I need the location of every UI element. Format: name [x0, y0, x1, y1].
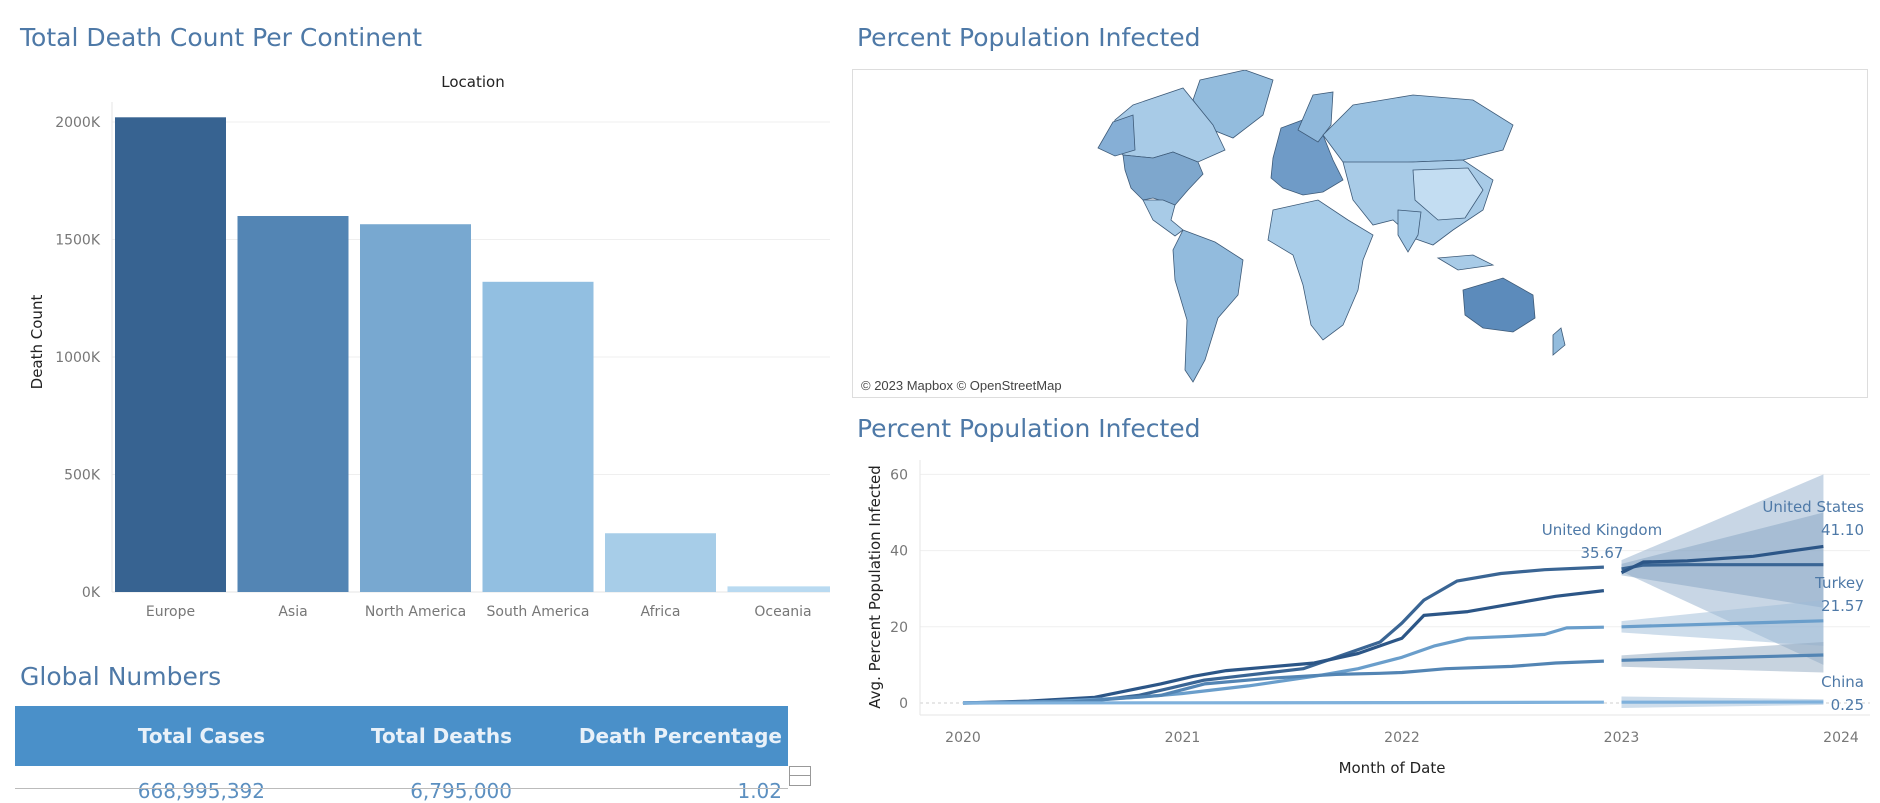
line-chart-title: Percent Population Infected	[857, 414, 1201, 443]
bar-x-tick: Oceania	[754, 604, 811, 620]
bar-europe[interactable]	[115, 117, 226, 592]
line-x-axis-label: Month of Date	[1339, 759, 1446, 777]
bar-x-tick: Africa	[641, 604, 681, 620]
bar-x-tick: South America	[487, 604, 590, 620]
value-death-percentage: 1.02	[737, 779, 782, 803]
bar-north-america[interactable]	[360, 224, 471, 592]
map-russia	[1323, 95, 1513, 165]
line-y-axis-label: Avg. Percent Population Infected	[866, 465, 884, 708]
line-china[interactable]	[963, 702, 1604, 703]
infection-line-chart[interactable]: 0 20 40 60 2020 2021 2022 2023 2024 Month of Date…	[860, 460, 1880, 800]
label-china-name: China	[1821, 673, 1864, 691]
label-us-value: 41.10	[1821, 521, 1864, 539]
map-south-america	[1173, 230, 1243, 382]
header-total-deaths[interactable]: Total Deaths	[371, 724, 512, 748]
line-united-states[interactable]	[963, 591, 1604, 703]
line-x-tick: 2022	[1384, 730, 1420, 746]
label-china-value: 0.25	[1831, 696, 1864, 714]
world-map[interactable]: © 2023 Mapbox © OpenStreetMap	[852, 69, 1868, 398]
bar-y-tick: 1000K	[55, 350, 101, 366]
line-x-tick: 2020	[945, 730, 981, 746]
line-y-tick: 0	[899, 696, 908, 712]
line-y-tick: 40	[890, 544, 908, 560]
value-total-cases: 668,995,392	[138, 779, 265, 803]
bar-y-tick: 500K	[64, 468, 101, 484]
bar-x-tick: North America	[365, 604, 466, 620]
line-x-tick: 2023	[1604, 730, 1640, 746]
bar-x-tick: Asia	[278, 604, 307, 620]
bar-y-tick: 1500K	[55, 233, 101, 249]
header-total-cases[interactable]: Total Cases	[138, 724, 265, 748]
map-new-zealand	[1553, 328, 1565, 355]
map-alaska	[1098, 115, 1135, 156]
bar-asia[interactable]	[238, 216, 349, 592]
bar-x-tick: Europe	[146, 604, 195, 620]
label-uk-name: United Kingdom	[1542, 521, 1662, 539]
map-australia	[1463, 278, 1535, 332]
deaths-chart-title: Total Death Count Per Continent	[20, 23, 422, 52]
map-indonesia	[1438, 255, 1493, 270]
map-mexico	[1143, 200, 1183, 236]
map-india	[1398, 210, 1421, 252]
bar-y-tick: 0K	[82, 585, 101, 601]
label-uk-value: 35.67	[1581, 544, 1624, 562]
label-turkey-name: Turkey	[1814, 574, 1864, 592]
value-total-deaths: 6,795,000	[410, 779, 512, 803]
map-usa	[1123, 152, 1203, 205]
world-map-shapes	[853, 70, 1867, 397]
line-x-tick: 2021	[1165, 730, 1201, 746]
label-us-name: United States	[1762, 498, 1864, 516]
label-turkey-value: 21.57	[1821, 597, 1864, 615]
table-header-row: Total Cases Total Deaths Death Percentag…	[15, 706, 788, 766]
bar-y-axis-label: Death Count	[28, 295, 46, 390]
bar-south-america[interactable]	[483, 282, 594, 592]
global-numbers-table: Total Cases Total Deaths Death Percentag…	[15, 706, 788, 801]
line-x-tick: 2024	[1823, 730, 1859, 746]
map-title: Percent Population Infected	[857, 23, 1201, 52]
bar-oceania[interactable]	[728, 586, 831, 592]
map-africa	[1268, 200, 1373, 340]
line-y-tick: 20	[890, 620, 908, 636]
bar-africa[interactable]	[605, 533, 716, 592]
header-death-percentage[interactable]: Death Percentage	[579, 724, 782, 748]
map-attribution[interactable]: © 2023 Mapbox © OpenStreetMap	[861, 378, 1062, 393]
bar-y-tick: 2000K	[55, 115, 101, 131]
table-divider	[15, 788, 788, 789]
table-scroll-icon[interactable]	[789, 766, 811, 786]
bar-column-header: Location	[441, 73, 504, 91]
line-y-tick: 60	[890, 467, 908, 483]
death-count-bar-chart[interactable]: Location Death Count 0K 500K 1000K 1500K 2000K…	[0, 60, 830, 700]
